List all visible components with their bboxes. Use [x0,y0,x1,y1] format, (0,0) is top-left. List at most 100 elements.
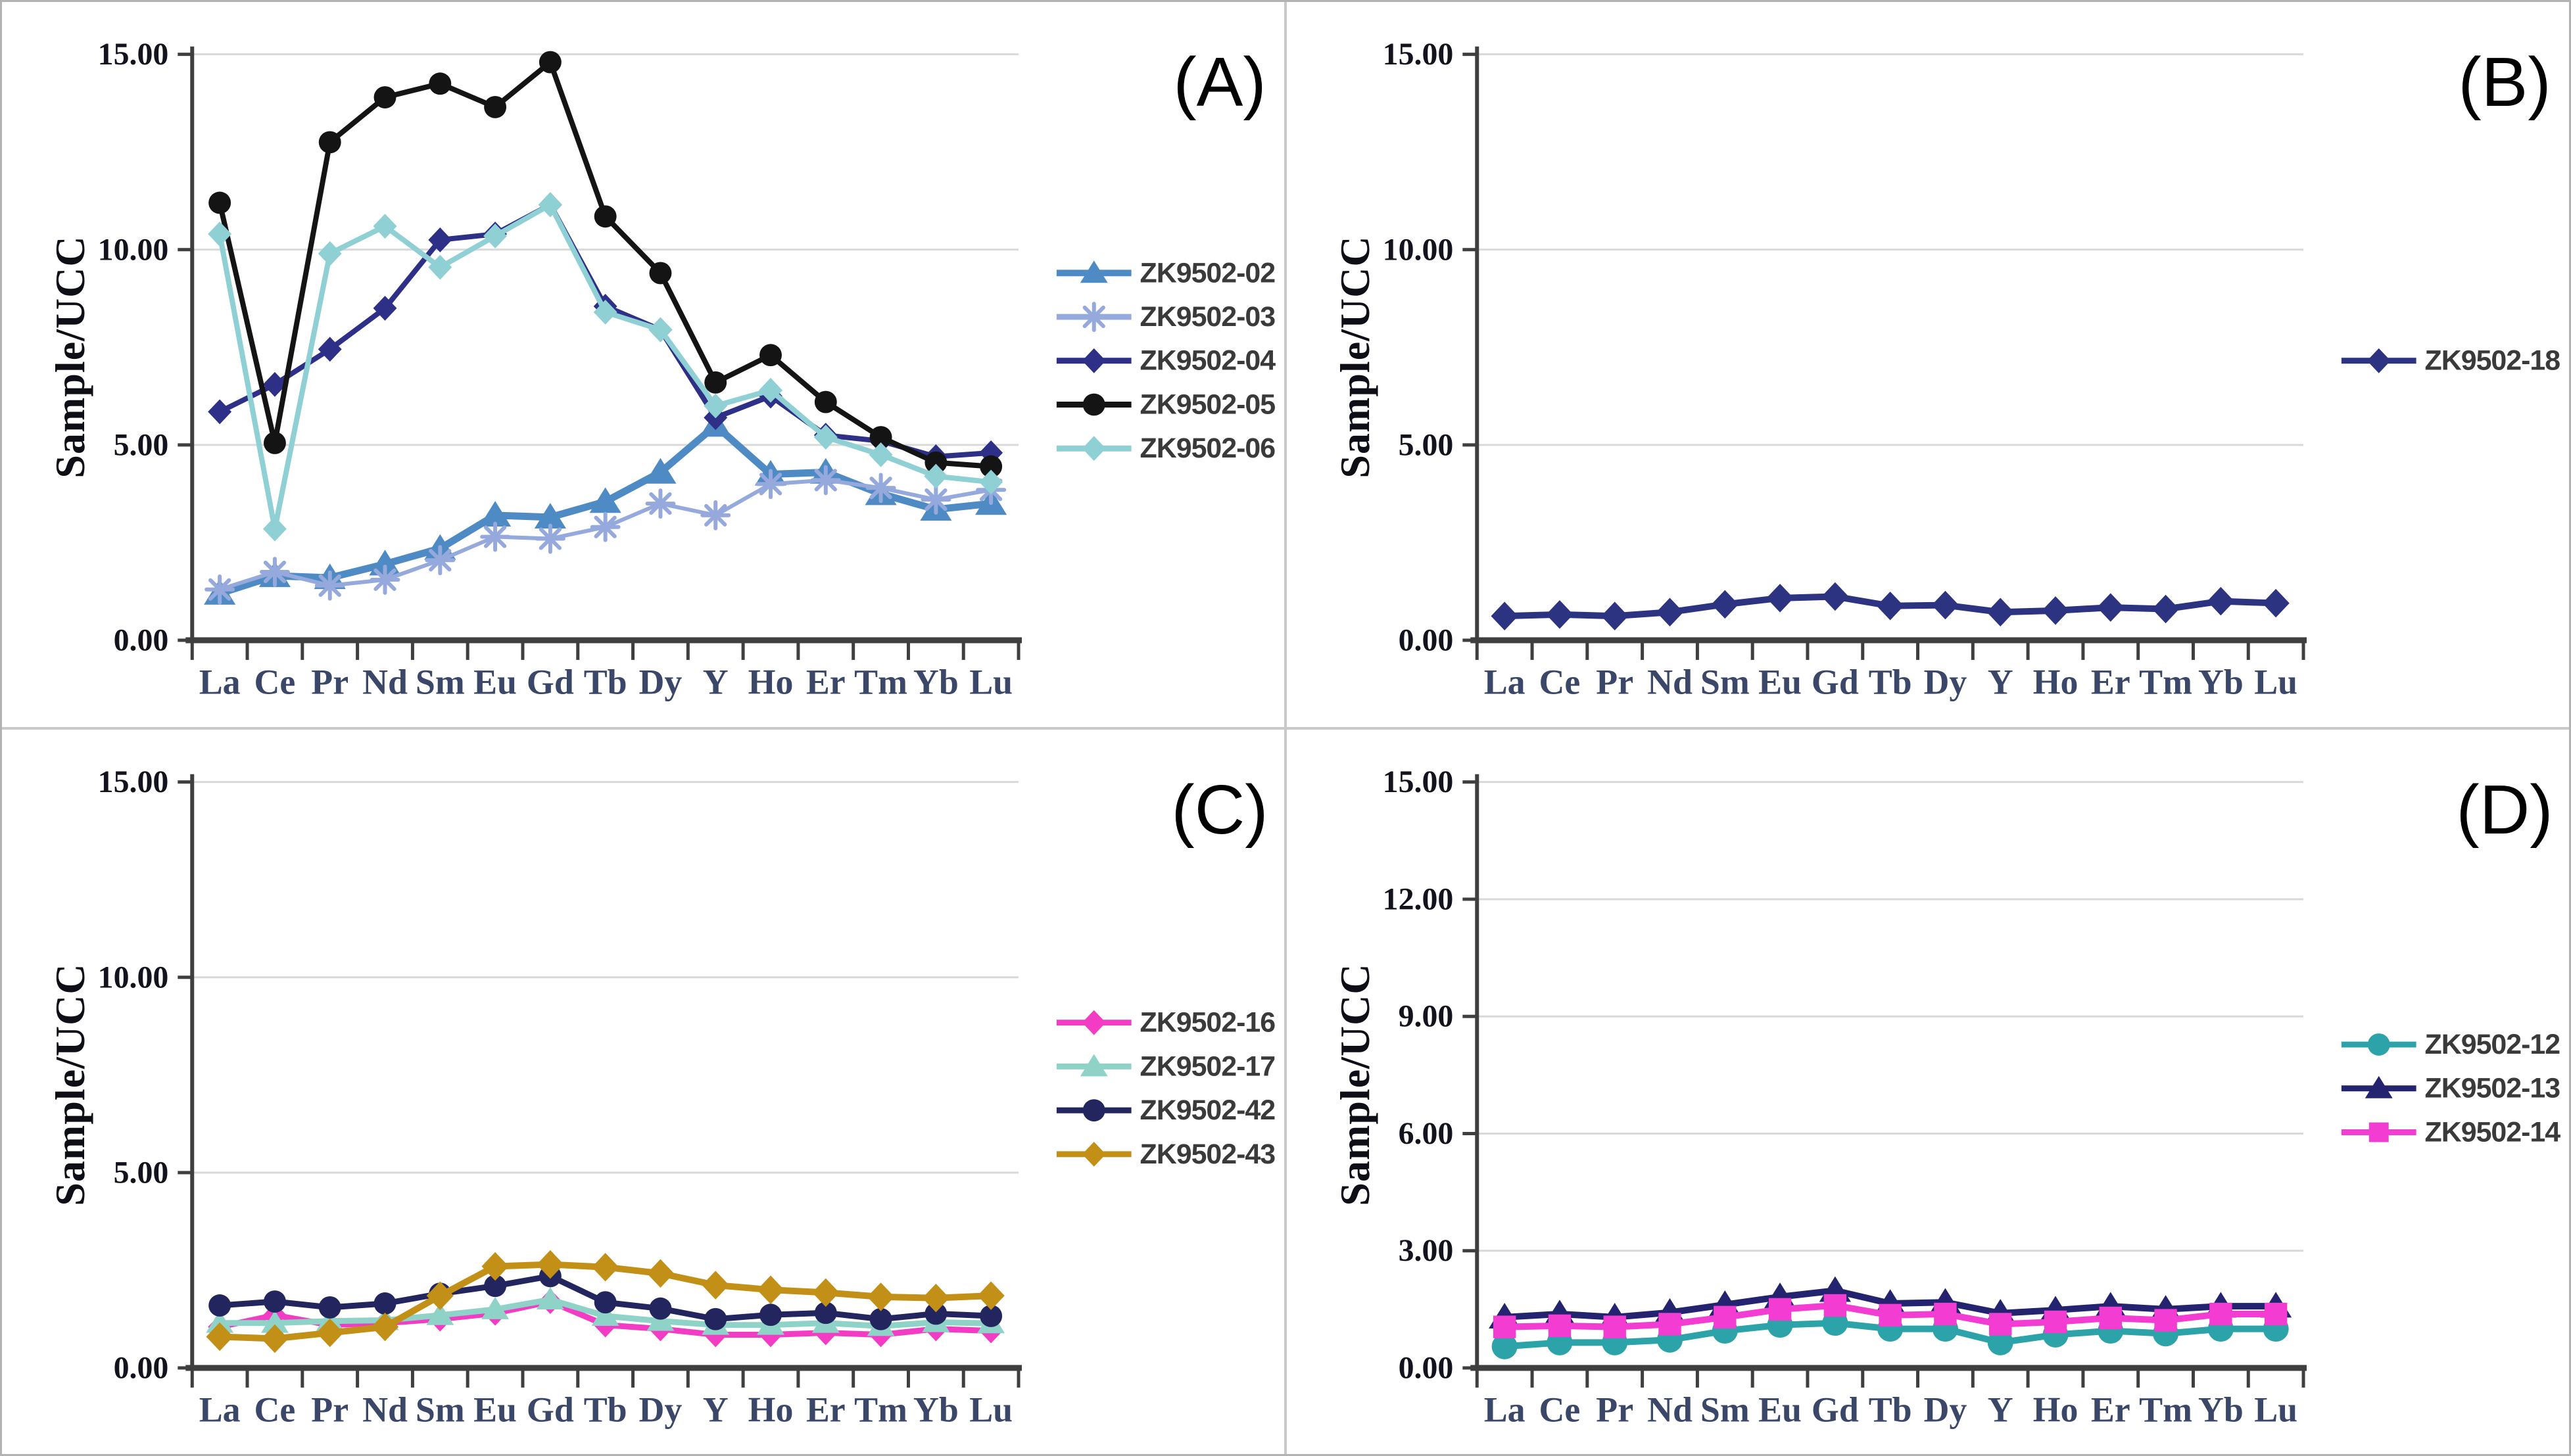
marker-asterisk [535,523,565,554]
marker-diamond [1711,590,1739,619]
series-line [217,202,994,459]
x-tick-label: Dy [1924,663,1967,702]
y-tick-label: 12.00 [1383,881,1454,916]
x-tick-label: Gd [1812,663,1859,702]
x-tick-label: Y [703,663,729,702]
x-tick-label: Yb [2198,663,2244,702]
gridlines [1477,780,2304,1252]
legend-item-ZK9502-18: ZK9502-18 [2341,345,2560,377]
marker-circle [594,1290,617,1313]
x-tick-label: Ho [2033,1390,2078,1429]
marker-diamond [702,1270,729,1300]
x-tick-label: Sm [416,1390,465,1429]
marker-asterisk [259,557,290,587]
marker-diamond [538,192,562,218]
marker-asterisk [425,545,456,576]
panel-d: Sample/UCC (D) 0.00 3.00 6.00 9.00 12.00 15.0… [1287,729,2569,1454]
marker-diamond [316,1318,344,1347]
series-ZK9502-18 [1491,582,2290,630]
legend-label: ZK9502-42 [1140,1094,1276,1126]
marker-asterisk [700,500,731,530]
marker-circle [1082,1098,1105,1121]
x-tick-label: Lu [969,1390,1013,1429]
marker-circle [1987,1329,2013,1355]
marker-diamond [979,469,1003,495]
marker-asterisk [204,574,235,605]
marker-circle [2367,1033,2390,1056]
panel-label-a: (A) [1173,43,1266,121]
x-tick-label: Dy [639,1390,683,1429]
marker-square [2264,1302,2288,1325]
marker-diamond [481,1252,509,1280]
x-tick-label: Tm [2139,1390,2192,1429]
panel-label-d: (D) [2456,770,2553,849]
x-tick-label: Eu [1758,663,1802,702]
marker-circle [869,1307,892,1330]
x-tick-label: Ho [748,1390,794,1429]
x-tick-label: Gd [1812,1390,1859,1429]
x-tick-label: Nd [1647,663,1693,702]
marker-circle [649,262,672,285]
y-tick-label: 15.00 [98,37,169,72]
y-tick-label: 5.00 [114,1155,169,1190]
x-tick-label: Pr [1596,1390,1633,1429]
x-tick-label: Eu [1758,1390,1802,1429]
marker-circle [869,426,892,448]
marker-circle [759,1303,782,1326]
chart-svg: 0.00 5.00 10.00 15.00 La Ce Pr Nd Sm Eu Gd Tb Dy Y Ho E… [98,37,1277,702]
marker-diamond [757,1275,784,1304]
marker-diamond [867,1282,895,1311]
marker-square [1879,1303,1902,1327]
series-line [217,59,994,469]
marker-diamond [1546,600,1574,629]
panel-label-b: (B) [2458,43,2551,121]
panel-b: Sample/UCC (B) 0.00 5.00 10.00 15.00 La Ce Pr N… [1287,2,2569,727]
marker-triangle [591,1303,619,1326]
marker-diamond [924,463,948,489]
marker-circle [1082,393,1105,416]
x-tick-label: Eu [473,663,517,702]
marker-circle [318,1296,341,1319]
legend: ZK9502-02 ZK9502-03 ZK9502-04 ZK9502-05 ZK95… [1056,257,1276,464]
x-tick-label: La [1484,1390,1526,1429]
x-tick-label: Tb [1869,663,1912,702]
x-tick-label: Sm [1700,1390,1750,1429]
legend-label: ZK9502-16 [1140,1006,1276,1038]
x-tick-label: Tb [584,663,627,702]
legend-item-ZK9502-06: ZK9502-06 [1056,433,1276,464]
legend: ZK9502-12 ZK9502-13 ZK9502-14 [2341,1029,2561,1148]
marker-circle [318,131,341,154]
marker-square [1989,1312,2012,1336]
y-tick-label: 9.00 [1399,998,1454,1033]
marker-diamond [1082,1010,1106,1035]
y-tick-label: 15.00 [1383,764,1454,799]
marker-triangle [260,1310,289,1333]
legend-item-ZK9502-13: ZK9502-13 [2341,1072,2560,1104]
marker-circle [539,51,562,74]
x-tick-label: Ho [2033,663,2078,702]
axes: 0.00 5.00 10.00 15.00 La Ce Pr Nd Sm Eu Gd Tb Dy Y Ho E… [1383,37,2307,702]
legend-label: ZK9502-14 [2425,1116,2561,1148]
marker-diamond [1601,601,1629,630]
marker-diamond [592,1252,619,1281]
marker-circle [484,1274,507,1297]
legend-label: ZK9502-05 [1140,389,1276,421]
x-tick-label: Pr [1596,663,1633,702]
x-tick-label: Tb [584,1390,627,1429]
marker-diamond [2262,588,2290,618]
chart-b: 0.00 5.00 10.00 15.00 La Ce Pr Nd Sm Eu Gd Tb Dy Y Ho E… [1287,2,2569,727]
marker-asterisk [590,511,621,542]
legend-label: ZK9502-43 [1140,1138,1276,1169]
marker-diamond [812,1278,840,1307]
marker-diamond [813,425,838,450]
x-tick-label: Y [1988,1390,2013,1429]
marker-square [2209,1302,2232,1325]
y-tick-label: 0.00 [1399,623,1454,658]
marker-diamond [1082,436,1106,461]
gridlines [192,53,1019,446]
marker-circle [263,432,286,454]
x-tick-label: Ho [748,663,794,702]
marker-circle [925,1302,948,1325]
marker-circle [594,205,617,228]
marker-asterisk [756,469,786,500]
